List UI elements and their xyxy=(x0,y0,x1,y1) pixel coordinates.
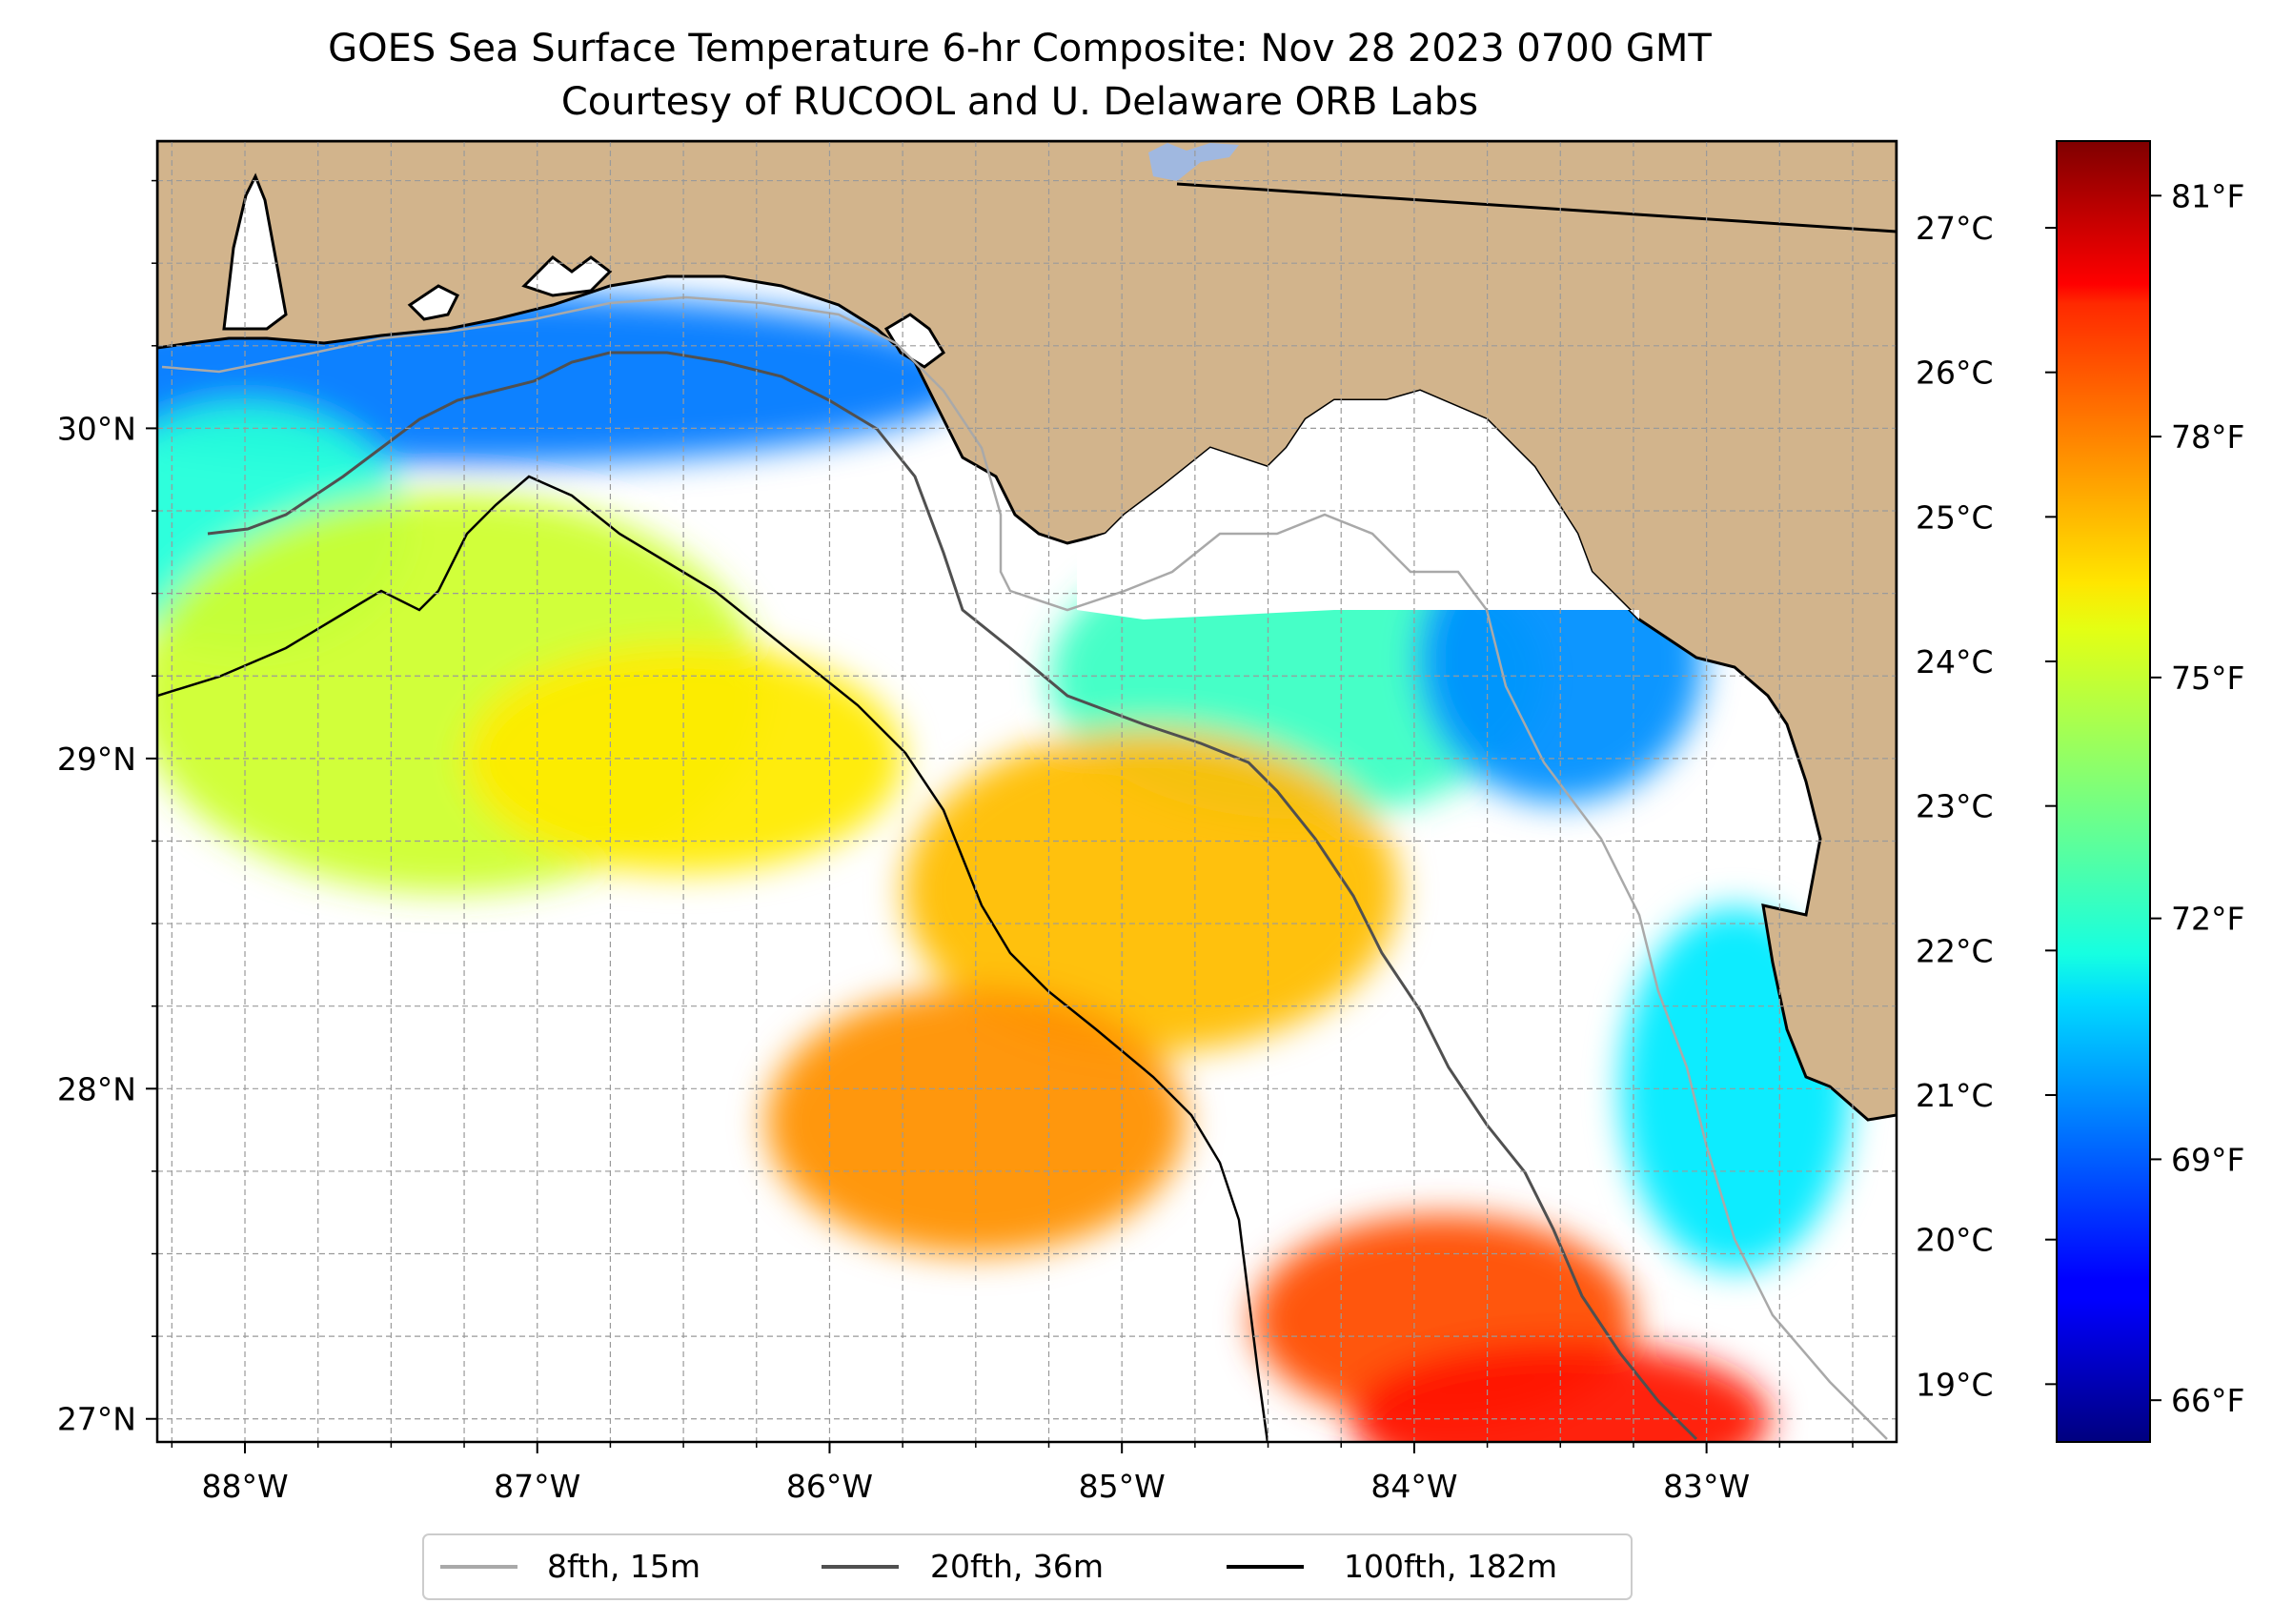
cb-celsius-tick-label: 25°C xyxy=(1916,498,1994,536)
pensacola-bay xyxy=(407,284,460,321)
lon-tick-label: 84°W xyxy=(1370,1468,1457,1505)
longitude-axis: 88°W 87°W 86°W 85°W 84°W 83°W xyxy=(171,1442,1854,1505)
colorbar-fahrenheit-axis: 66°F 69°F 72°F 75°F 78°F 81°F xyxy=(2150,177,2244,1419)
isobath-100fth xyxy=(157,475,1269,1442)
cb-fahrenheit-tick-label: 81°F xyxy=(2171,177,2244,214)
map-frame xyxy=(155,139,1898,1444)
legend-label-100fth: 100fth, 182m xyxy=(1344,1548,1557,1585)
state-border xyxy=(1176,182,1897,233)
sst-region-west-florida-offshore xyxy=(765,987,1186,1255)
cb-fahrenheit-tick-label: 78°F xyxy=(2171,418,2244,456)
legend-box xyxy=(422,1533,1633,1600)
isobath-8fth xyxy=(161,295,1888,1440)
colorbar-celsius-axis: 19°C 20°C 21°C 22°C 23°C 24°C 25°C 26°C 27°C xyxy=(1916,210,2057,1403)
cb-celsius-tick-label: 22°C xyxy=(1916,932,1994,969)
legend-label-20fth: 20fth, 36m xyxy=(930,1548,1104,1585)
choctawhatchee-bay xyxy=(521,255,613,297)
legend-label-8fth: 8fth, 15m xyxy=(547,1548,700,1585)
chart-subtitle: Courtesy of RUCOOL and U. Delaware ORB L… xyxy=(561,80,1478,124)
colorbar-gradient xyxy=(2056,140,2151,1443)
lat-tick-label: 30°N xyxy=(57,410,136,447)
lake-seminole xyxy=(1148,143,1239,181)
latitude-axis: 27°N 28°N 29°N 30°N xyxy=(57,179,157,1438)
lat-tick-label: 29°N xyxy=(57,741,136,778)
cb-fahrenheit-tick-label: 69°F xyxy=(2171,1141,2244,1178)
cb-fahrenheit-tick-label: 72°F xyxy=(2171,901,2244,938)
cb-celsius-tick-label: 24°C xyxy=(1916,643,1994,680)
lon-tick-label: 85°W xyxy=(1079,1468,1166,1505)
isobath-legend: 8fth, 15m 20fth, 36m 100fth, 182m xyxy=(422,1533,1633,1600)
cb-celsius-tick-label: 26°C xyxy=(1916,355,1994,392)
colorbar: 19°C 20°C 21°C 22°C 23°C 24°C 25°C 26°C 27°C 66°… xyxy=(1916,140,2244,1443)
lon-tick-label: 83°W xyxy=(1663,1468,1750,1505)
st-andrews-bay xyxy=(883,313,945,369)
gridlines xyxy=(157,141,1897,1442)
lon-tick-label: 87°W xyxy=(494,1468,580,1505)
lon-tick-label: 88°W xyxy=(201,1468,288,1505)
cb-fahrenheit-tick-label: 75°F xyxy=(2171,660,2244,697)
cb-celsius-tick-label: 21°C xyxy=(1916,1077,1994,1114)
cb-celsius-tick-label: 27°C xyxy=(1916,210,1994,247)
cb-celsius-tick-label: 20°C xyxy=(1916,1222,1994,1259)
lat-tick-label: 27°N xyxy=(57,1401,136,1438)
map-area: 88°W 87°W 86°W 85°W 84°W 83°W 27°N 28°N 29°N 30°… xyxy=(57,139,1898,1505)
lat-tick-label: 28°N xyxy=(57,1070,136,1107)
chart-title: GOES Sea Surface Temperature 6-hr Compos… xyxy=(328,27,1712,71)
lon-tick-label: 86°W xyxy=(786,1468,873,1505)
mobile-bay xyxy=(222,173,288,331)
apalachee-bay xyxy=(1077,391,1639,619)
cb-celsius-tick-label: 23°C xyxy=(1916,788,1994,825)
cb-celsius-tick-label: 19°C xyxy=(1916,1366,1994,1403)
cb-fahrenheit-tick-label: 66°F xyxy=(2171,1382,2244,1419)
